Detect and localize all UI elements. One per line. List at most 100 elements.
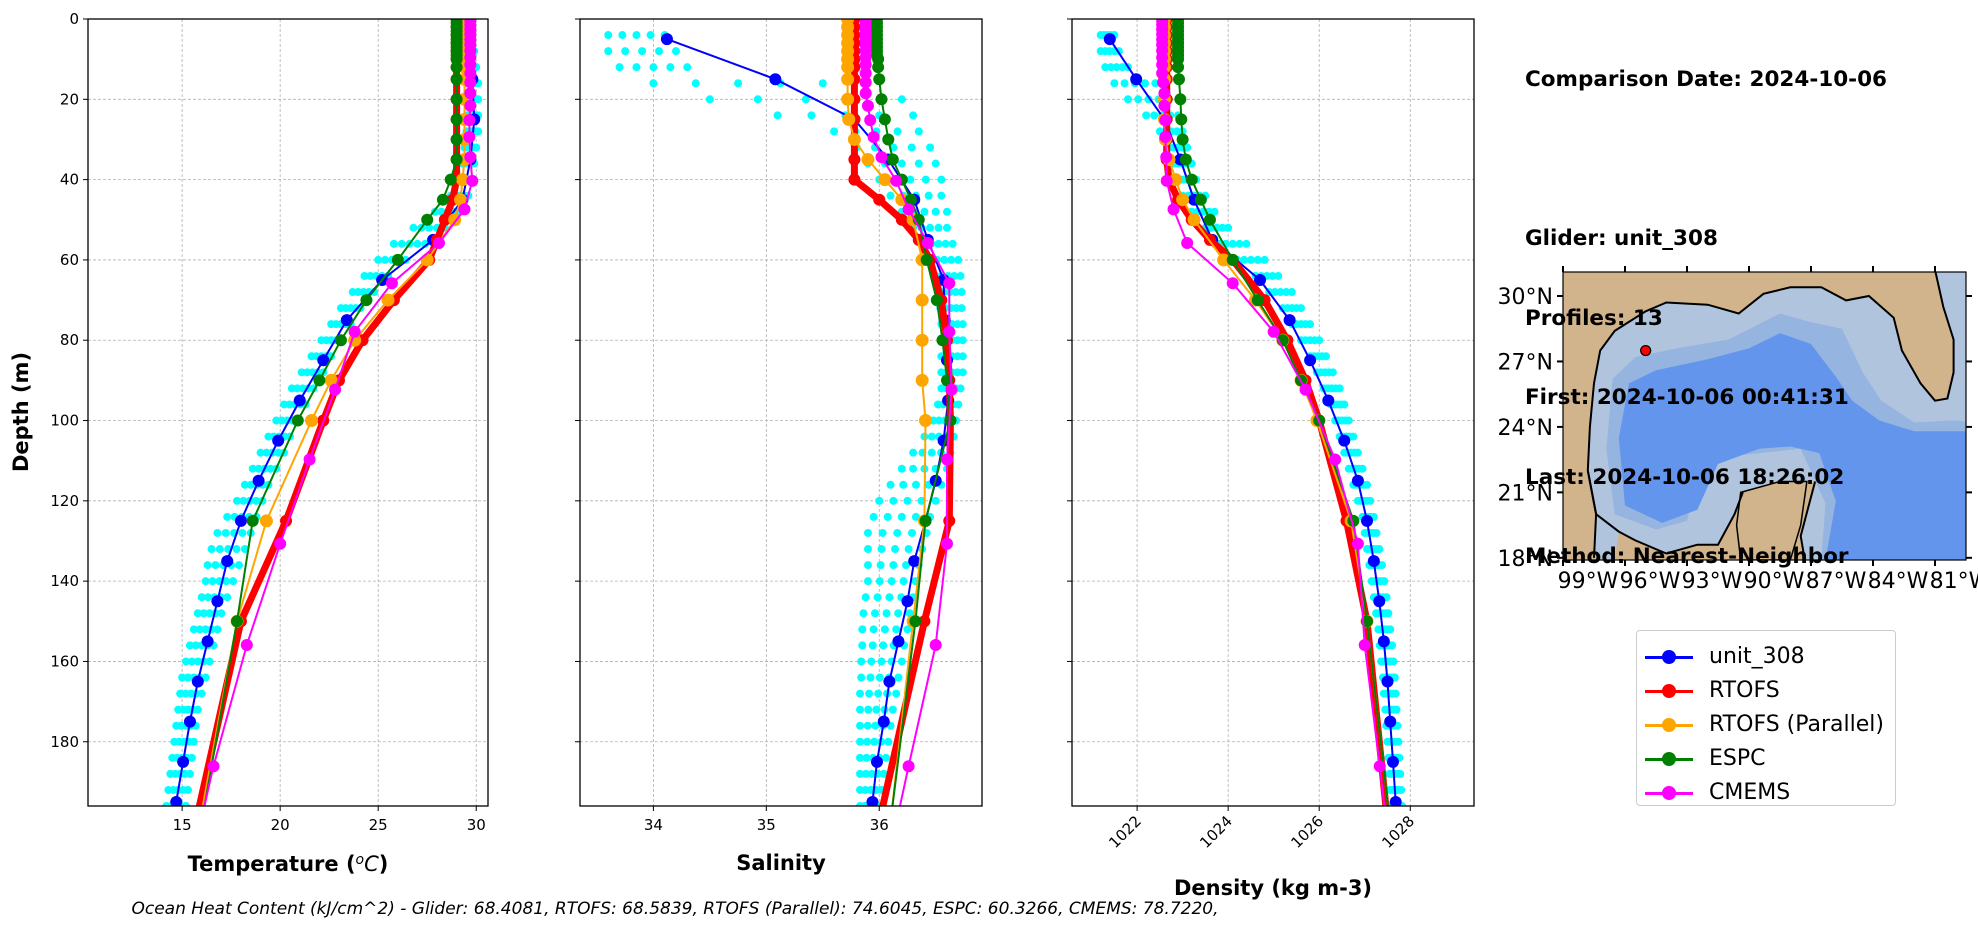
raw-profile-point bbox=[869, 625, 878, 634]
raw-profile-point bbox=[753, 95, 762, 104]
data-point bbox=[872, 61, 885, 74]
plot-area bbox=[162, 19, 483, 828]
legend-label: RTOFS (Parallel) bbox=[1709, 712, 1884, 737]
x-tick-label: 1028 bbox=[1378, 812, 1418, 852]
data-point bbox=[878, 173, 892, 187]
raw-profile-point bbox=[934, 223, 943, 232]
raw-profile-point bbox=[878, 528, 887, 537]
data-point bbox=[450, 113, 463, 126]
plot-area bbox=[604, 19, 967, 806]
raw-profile-point bbox=[882, 609, 891, 618]
data-point bbox=[1159, 114, 1172, 127]
raw-profile-point bbox=[931, 496, 940, 505]
raw-profile-point bbox=[957, 288, 966, 297]
raw-profile-point bbox=[1380, 577, 1389, 586]
raw-profile-point bbox=[217, 609, 226, 618]
legend-label: unit_308 bbox=[1709, 644, 1805, 669]
legend-marker bbox=[1662, 752, 1676, 766]
data-point bbox=[196, 816, 208, 828]
raw-profile-point bbox=[421, 239, 430, 248]
raw-profile-point bbox=[197, 689, 206, 698]
raw-profile-point bbox=[189, 625, 198, 634]
raw-profile-point bbox=[958, 336, 967, 345]
raw-profile-point bbox=[942, 207, 951, 216]
raw-profile-point bbox=[873, 593, 882, 602]
data-point bbox=[1160, 174, 1173, 187]
raw-profile-point bbox=[437, 207, 446, 216]
x-tick-label: 20 bbox=[271, 816, 290, 834]
raw-profile-point bbox=[734, 79, 743, 88]
raw-profile-point bbox=[1144, 95, 1153, 104]
raw-profile-point bbox=[801, 95, 810, 104]
raw-profile-point bbox=[856, 689, 865, 698]
raw-profile-point bbox=[1322, 352, 1331, 361]
raw-profile-point bbox=[957, 304, 966, 313]
data-point bbox=[1159, 131, 1172, 144]
raw-profile-point bbox=[1353, 448, 1362, 457]
raw-profile-point bbox=[876, 561, 885, 570]
raw-profile-point bbox=[1306, 320, 1315, 329]
raw-profile-point bbox=[1142, 111, 1151, 120]
raw-profile-point bbox=[615, 63, 624, 72]
coastline bbox=[1586, 470, 1744, 555]
data-point bbox=[450, 61, 463, 74]
data-point bbox=[1373, 595, 1386, 608]
data-point bbox=[1351, 474, 1364, 487]
raw-profile-point bbox=[882, 753, 891, 762]
data-point bbox=[231, 615, 244, 628]
raw-profile-point bbox=[907, 143, 916, 152]
raw-profile-point bbox=[683, 63, 692, 72]
raw-profile-point bbox=[195, 625, 204, 634]
raw-profile-point bbox=[193, 657, 202, 666]
map-x-tick-label: 96°W bbox=[1620, 569, 1681, 594]
raw-profile-point bbox=[366, 271, 375, 280]
data-point bbox=[883, 675, 896, 688]
data-point bbox=[1179, 153, 1192, 166]
data-point bbox=[450, 73, 463, 86]
raw-profile-point bbox=[240, 545, 249, 554]
data-point bbox=[841, 92, 855, 106]
plot-area bbox=[1096, 19, 1407, 806]
data-point bbox=[1203, 213, 1216, 226]
data-point bbox=[1226, 253, 1239, 266]
data-point bbox=[859, 87, 872, 100]
raw-profile-point bbox=[858, 625, 867, 634]
raw-profile-point bbox=[234, 561, 243, 570]
raw-profile-point bbox=[1276, 288, 1285, 297]
data-point bbox=[929, 638, 942, 651]
raw-profile-point bbox=[474, 95, 483, 104]
data-point bbox=[841, 72, 855, 86]
raw-profile-point bbox=[646, 31, 655, 40]
comparison-date: Comparison Date: 2024-10-06 bbox=[1525, 67, 1888, 92]
raw-profile-point bbox=[201, 673, 210, 682]
raw-profile-point bbox=[201, 577, 210, 586]
raw-profile-point bbox=[954, 400, 963, 409]
data-point bbox=[1367, 555, 1380, 568]
raw-profile-point bbox=[1315, 336, 1324, 345]
raw-profile-point bbox=[857, 673, 866, 682]
raw-profile-point bbox=[934, 239, 943, 248]
raw-profile-point bbox=[638, 47, 647, 56]
ocean-deep bbox=[1618, 333, 1966, 560]
raw-profile-point bbox=[773, 111, 782, 120]
data-point bbox=[450, 153, 463, 166]
raw-profile-point bbox=[274, 448, 283, 457]
raw-profile-point bbox=[942, 223, 951, 232]
y-tick-label: 60 bbox=[60, 251, 79, 269]
data-point bbox=[421, 213, 434, 226]
raw-profile-point bbox=[927, 448, 936, 457]
raw-profile-point bbox=[914, 159, 923, 168]
raw-profile-point bbox=[1386, 625, 1395, 634]
raw-profile-point bbox=[879, 769, 888, 778]
raw-profile-point bbox=[266, 464, 275, 473]
data-point bbox=[450, 133, 463, 146]
map-x-tick-label: 87°W bbox=[1806, 569, 1867, 594]
raw-profile-point bbox=[807, 111, 816, 120]
data-point bbox=[1181, 237, 1194, 250]
data-point bbox=[1226, 277, 1239, 290]
raw-profile-point bbox=[649, 79, 658, 88]
raw-profile-point bbox=[604, 47, 613, 56]
raw-profile-point bbox=[875, 496, 884, 505]
data-point bbox=[201, 635, 214, 648]
raw-profile-point bbox=[182, 657, 191, 666]
